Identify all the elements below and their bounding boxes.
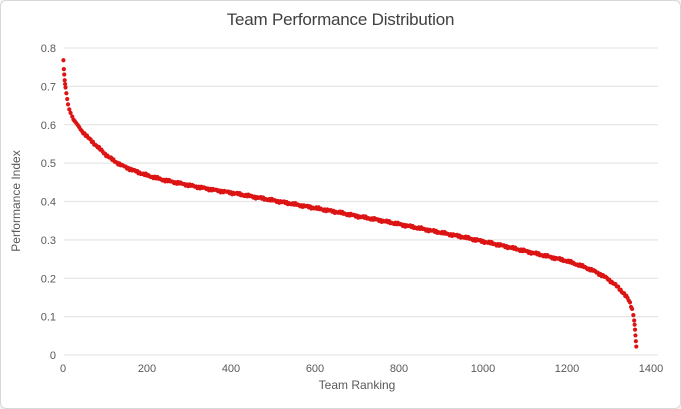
x-tick-label: 1400	[639, 363, 663, 375]
data-point	[64, 91, 69, 96]
data-point	[63, 85, 68, 90]
data-point	[627, 300, 633, 305]
data-point	[633, 339, 638, 344]
data-point	[616, 284, 621, 289]
data-point	[62, 72, 67, 77]
y-tick-label: 0.4	[41, 197, 56, 209]
y-tick-label: 0.6	[41, 120, 56, 132]
data-point	[65, 96, 70, 102]
y-tick-label: 0.1	[41, 312, 56, 324]
y-tick-label: 0.8	[41, 43, 56, 55]
data-point	[67, 107, 72, 112]
x-tick-label: 1200	[555, 363, 579, 375]
x-tick-label: 200	[138, 363, 156, 375]
y-tick-label: 0.7	[41, 81, 56, 93]
data-point	[633, 333, 638, 338]
x-tick-label: 800	[390, 363, 408, 375]
x-tick-label: 1000	[471, 363, 495, 375]
data-point	[632, 322, 637, 327]
data-point	[631, 312, 636, 318]
y-tick-label: 0.2	[41, 273, 56, 285]
data-point	[61, 67, 66, 72]
x-tick-label: 600	[306, 363, 324, 375]
x-tick-label: 400	[222, 363, 240, 375]
y-tick-label: 0.5	[41, 158, 56, 170]
chart-title: Team Performance Distribution	[226, 10, 455, 29]
x-axis-title: Team Ranking	[318, 378, 396, 392]
data-point	[63, 81, 68, 87]
data-point	[630, 306, 635, 312]
data-point	[634, 344, 639, 349]
y-tick-label: 0.3	[41, 235, 56, 247]
data-point	[632, 327, 638, 332]
data-point	[68, 110, 73, 115]
data-point	[61, 58, 66, 63]
x-tick-label: 0	[60, 363, 66, 375]
data-point	[62, 78, 67, 83]
data-point	[65, 102, 71, 107]
data-point	[70, 114, 75, 119]
y-tick-label: 0	[50, 350, 56, 362]
data-point	[632, 318, 637, 323]
